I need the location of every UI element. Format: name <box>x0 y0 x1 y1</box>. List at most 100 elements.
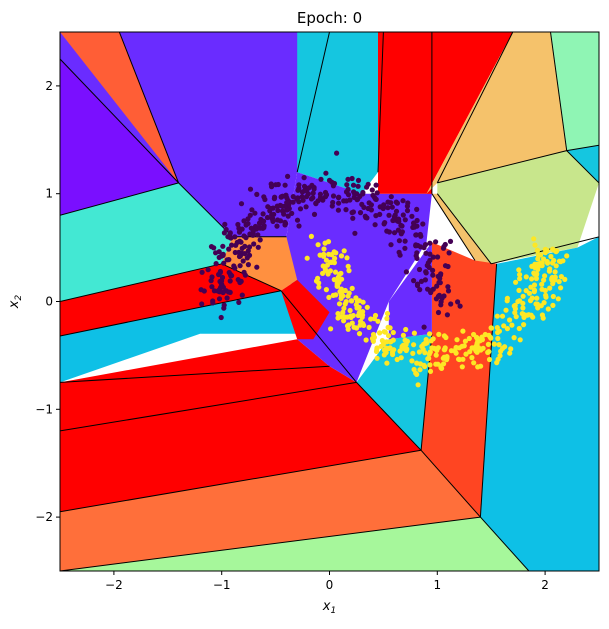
data-point <box>517 272 523 278</box>
data-point <box>225 289 232 295</box>
data-point <box>350 182 357 188</box>
data-point <box>552 269 558 275</box>
data-point <box>471 360 477 366</box>
data-point <box>220 252 226 258</box>
data-point <box>456 356 462 362</box>
data-point <box>242 243 248 249</box>
data-point <box>454 337 460 343</box>
data-point <box>370 338 376 344</box>
data-point <box>511 335 517 341</box>
data-point <box>478 363 484 369</box>
data-point <box>260 225 266 231</box>
data-point <box>529 263 535 269</box>
data-point <box>379 338 385 344</box>
data-point <box>278 194 284 200</box>
data-point <box>551 257 557 264</box>
data-point <box>368 207 374 213</box>
data-point <box>254 191 260 197</box>
data-point <box>251 241 257 247</box>
data-point <box>381 221 387 227</box>
data-point <box>373 182 379 188</box>
data-point <box>343 198 349 204</box>
data-point <box>430 336 436 342</box>
data-point <box>529 295 535 301</box>
data-point <box>528 284 534 290</box>
data-point <box>541 277 547 283</box>
data-point <box>372 312 379 319</box>
data-point <box>521 311 527 317</box>
data-point <box>261 218 267 224</box>
data-point <box>209 284 215 290</box>
data-point <box>480 345 486 351</box>
y-axis-label-base: x <box>7 300 22 309</box>
data-point <box>199 269 205 275</box>
data-point <box>435 273 441 279</box>
data-point <box>294 217 301 223</box>
data-point <box>384 360 390 366</box>
data-point <box>446 250 452 256</box>
data-point <box>226 246 232 252</box>
data-point <box>558 285 564 291</box>
data-point <box>326 251 332 257</box>
data-point <box>374 355 380 361</box>
boundary-line-18 <box>60 449 422 513</box>
data-point <box>532 242 538 248</box>
data-point <box>235 221 241 228</box>
data-point <box>348 298 354 304</box>
decision-region-13 <box>378 32 432 194</box>
data-point <box>420 221 426 227</box>
decision-region-9 <box>60 517 529 571</box>
data-point <box>205 267 211 273</box>
data-point <box>482 331 488 338</box>
data-point <box>442 345 448 351</box>
data-point <box>417 367 423 373</box>
data-point <box>323 192 330 198</box>
data-point <box>402 245 408 251</box>
data-point <box>249 207 255 213</box>
data-point <box>416 349 422 355</box>
data-point <box>282 182 288 188</box>
data-point <box>540 315 546 321</box>
data-point <box>479 337 485 343</box>
data-point <box>550 293 556 300</box>
data-point <box>517 276 523 282</box>
data-point <box>387 325 393 331</box>
data-point <box>375 318 381 324</box>
data-point <box>442 263 449 269</box>
data-point <box>398 355 404 361</box>
data-point <box>371 334 377 340</box>
data-point <box>285 213 291 219</box>
data-point <box>453 344 459 351</box>
data-point <box>469 355 475 361</box>
data-point <box>475 338 481 344</box>
data-point <box>511 303 517 309</box>
data-point <box>390 329 396 336</box>
data-point <box>520 293 526 299</box>
decision-region-10 <box>297 32 384 194</box>
data-point <box>340 309 346 315</box>
data-point <box>341 318 347 324</box>
x-tick-label: 0 <box>326 578 334 592</box>
data-point <box>336 301 343 307</box>
data-point <box>360 312 366 318</box>
boundary-line-4 <box>296 32 330 173</box>
data-point <box>271 211 277 217</box>
data-point <box>499 313 506 319</box>
decision-region-2 <box>60 59 179 216</box>
data-point <box>241 218 247 224</box>
x-tick-label: 1 <box>433 578 441 592</box>
data-point <box>543 294 549 300</box>
data-point <box>496 342 502 348</box>
data-point <box>377 211 383 217</box>
data-point <box>426 355 432 361</box>
data-point <box>239 292 245 298</box>
data-point <box>433 352 439 358</box>
data-point <box>403 269 409 275</box>
data-point <box>531 287 538 293</box>
boundary-line-27 <box>280 290 357 383</box>
data-point <box>328 259 334 265</box>
y-axis-label: x2 <box>7 295 24 310</box>
data-point <box>404 208 411 214</box>
data-point <box>275 207 281 214</box>
data-point <box>284 195 290 201</box>
